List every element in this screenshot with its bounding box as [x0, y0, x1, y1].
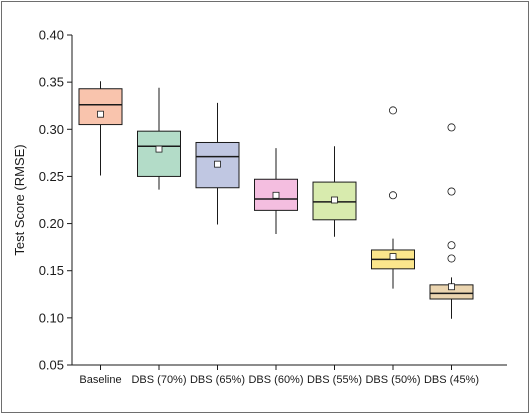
y-tick-label: 0.05: [39, 358, 64, 373]
outlier-point: [447, 254, 456, 263]
box-iqr: [137, 130, 181, 177]
box-group: [78, 81, 123, 176]
x-category-label: DBS (55%): [307, 374, 362, 386]
y-tick-label: 0.40: [39, 28, 64, 43]
x-category-label: DBS (70%): [131, 374, 186, 386]
outlier-point: [388, 191, 397, 200]
box-group: [254, 148, 298, 234]
y-tick-label: 0.15: [39, 263, 64, 278]
outlier-point: [447, 123, 456, 132]
outlier-point: [447, 241, 456, 250]
box-group: [371, 106, 415, 289]
outlier-point: [388, 106, 397, 115]
mean-marker: [272, 191, 280, 199]
box-group: [429, 123, 474, 319]
mean-marker: [214, 160, 221, 168]
mean-marker: [331, 196, 338, 204]
axes: [71, 35, 507, 366]
box-group: [137, 87, 181, 190]
y-ticks: 0.05 0.10 0.15 0.20 0.25 0.30 0.35 0.40: [39, 28, 72, 373]
x-category-label: DBS (65%): [190, 374, 245, 386]
box-iqr: [78, 88, 123, 126]
x-ticks: Baseline DBS (70%) DBS (65%) DBS (60%) DBS (…: [79, 365, 479, 386]
outlier-point: [447, 187, 456, 196]
x-category-label: DBS (45%): [424, 374, 479, 386]
x-category-label: Baseline: [79, 374, 121, 386]
y-tick-label: 0.10: [39, 310, 64, 325]
box-group: [195, 102, 240, 225]
mean-marker: [448, 283, 455, 291]
x-category-label: DBS (50%): [365, 374, 420, 386]
y-tick-label: 0.30: [39, 122, 64, 137]
mean-marker: [97, 110, 104, 118]
boxes: [78, 81, 474, 319]
y-tick-label: 0.25: [39, 169, 64, 184]
y-tick-label: 0.35: [39, 75, 64, 90]
mean-marker: [389, 253, 397, 260]
y-axis-title: Test Score (RMSE): [12, 144, 27, 255]
y-tick-label: 0.20: [39, 216, 64, 231]
x-category-label: DBS (60%): [248, 374, 303, 386]
mean-marker: [155, 145, 163, 153]
box-group: [312, 146, 357, 237]
